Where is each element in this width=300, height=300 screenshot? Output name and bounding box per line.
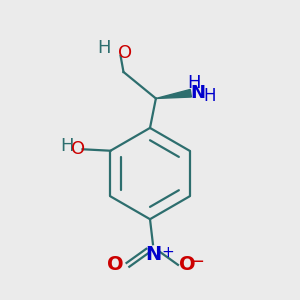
Text: N: N [191,84,206,102]
Text: H: H [187,74,200,92]
Text: H: H [98,39,111,57]
Text: O: O [107,255,124,274]
Text: +: + [161,245,174,260]
Polygon shape [156,89,191,98]
Text: O: O [71,140,85,158]
Text: N: N [145,245,161,264]
Text: O: O [118,44,132,62]
Text: H: H [204,87,216,105]
Text: −: − [189,253,204,271]
Text: O: O [179,255,196,274]
Text: H: H [60,137,74,155]
